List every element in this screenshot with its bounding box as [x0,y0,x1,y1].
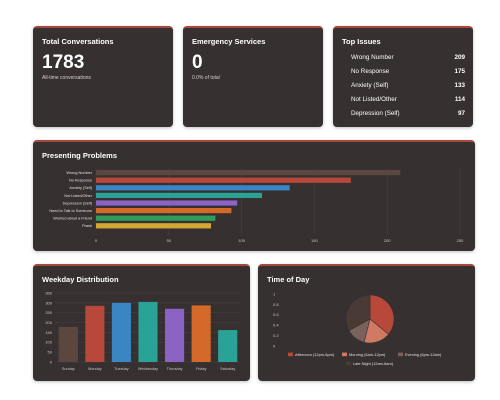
legend-label: Morning (6am-12pm) [349,352,386,357]
top-issue-count: 175 [454,68,465,75]
bar [96,170,401,176]
bar [96,215,216,221]
bar [96,185,290,191]
presenting-problems-title: Presenting Problems [42,151,118,160]
y-tick-label: 0.8 [273,302,279,307]
time-of-day-title: Time of Day [267,275,310,284]
x-tick-label: Sunday [62,367,75,371]
y-tick-label: 0 [273,343,276,348]
emergency-services-title: Emergency Services [192,37,266,46]
x-tick-label: 250 [457,238,464,243]
legend-label: Evening (6pm-12am) [405,352,442,357]
top-issue-count: 133 [454,82,465,89]
weekday-distribution-title: Weekday Distribution [42,275,119,284]
legend-swatch [398,352,403,357]
weekday-distribution-chart: 0 50 100 150 200 250 300 350 Sunday Monday Tuesday… [45,290,241,371]
x-tick-label: Tuesday [114,367,129,371]
bar [191,305,211,362]
bar-category-label: Not Listed/Other [64,194,92,198]
bar-category-label: Depression (Self) [63,201,93,205]
legend-swatch [346,361,351,366]
bar-category-label: Anxiety (Self) [69,186,92,190]
x-tick-label: Monday [88,367,102,371]
top-issue-count: 114 [454,96,465,103]
top-issue-row: No Response 175 [351,68,465,75]
legend-label: Late Night (12am-6am) [353,361,394,366]
x-tick-label: 150 [311,238,318,243]
top-issue-label: Depression (Self) [351,110,400,117]
bar [138,301,158,362]
top-issue-label: Not Listed/Other [351,96,397,103]
top-issue-row: Wrong Number 209 [351,54,465,61]
legend-swatch [342,352,347,357]
x-tick-label: 50 [167,238,172,243]
x-tick-label: 100 [238,238,245,243]
x-tick-label: Saturday [220,367,235,371]
x-tick-label: Thursday [167,367,183,371]
x-tick-label: 0 [95,238,98,243]
total-conversations-subtitle: All-time conversations [42,75,91,81]
pie-slice [345,294,371,331]
bar-category-label: Prank [82,224,92,228]
bar-category-label: Wrong Number [66,171,92,175]
y-tick-label: 350 [45,290,52,295]
bar [58,326,78,362]
x-tick-label: Wednesday [138,367,158,371]
presenting-problems-chart: 0 50 100 150 200 250 Wrong Number No Response An… [49,168,464,243]
bar [111,302,131,362]
bar [96,223,212,229]
top-issue-label: Anxiety (Self) [351,82,389,89]
legend-swatch [288,352,293,357]
top-issue-row: Depression (Self) 97 [351,110,465,117]
top-issue-label: Wrong Number [351,54,394,61]
time-of-day-card: Time of Day 1 0.8 0.6 0.4 0.2 0 Afternoon (12p… [258,264,475,381]
time-of-day-chart: 1 0.8 0.6 0.4 0.2 0 Afternoon (12pm-6pm) Mornin… [273,291,442,366]
y-tick-label: 50 [48,350,53,355]
bar-category-label: Worried about a Friend [53,217,92,221]
top-issue-count: 209 [454,54,465,61]
top-issues-card: Top Issues Wrong Number 209 No Response … [333,26,473,127]
bar [85,305,105,362]
total-conversations-value: 1783 [42,52,85,73]
top-issues-title: Top Issues [342,37,381,46]
bar-category-label: Need to Talk to Someone [49,209,92,213]
top-issue-label: No Response [351,68,390,75]
y-tick-label: 1 [273,291,276,296]
x-tick-label: Friday [196,367,207,371]
pie-slice [369,294,395,335]
bar [165,308,185,362]
total-conversations-card: Total Conversations 1783 All-time conver… [33,26,173,127]
y-tick-label: 100 [45,340,52,345]
bar [96,200,238,206]
top-issue-row: Not Listed/Other 114 [351,96,465,103]
legend-label: Afternoon (12pm-6pm) [295,352,335,357]
top-issue-count: 97 [457,110,465,117]
weekday-distribution-card: Weekday Distribution 0 50 100 150 200 250 300 3… [33,264,250,381]
total-conversations-title: Total Conversations [42,37,114,46]
y-tick-label: 0.2 [273,333,279,338]
emergency-services-card: Emergency Services 0 0.0% of total [183,26,323,127]
emergency-services-value: 0 [192,52,203,73]
emergency-services-subtitle: 0.0% of total [192,75,220,81]
y-tick-label: 250 [45,310,52,315]
presenting-problems-card: Presenting Problems 0 50 100 150 200 250 Wrong… [33,140,475,251]
y-tick-label: 150 [45,330,52,335]
y-tick-label: 0.4 [273,323,279,328]
y-tick-label: 0.6 [273,312,279,317]
bar-category-label: No Response [69,179,92,183]
x-tick-label: 200 [384,238,391,243]
bar [96,177,351,183]
bar [96,208,232,214]
y-tick-label: 200 [45,320,52,325]
y-tick-label: 300 [45,300,52,305]
top-issue-row: Anxiety (Self) 133 [351,82,465,89]
bar [96,192,262,198]
y-tick-label: 0 [50,359,53,364]
bar [218,330,238,362]
